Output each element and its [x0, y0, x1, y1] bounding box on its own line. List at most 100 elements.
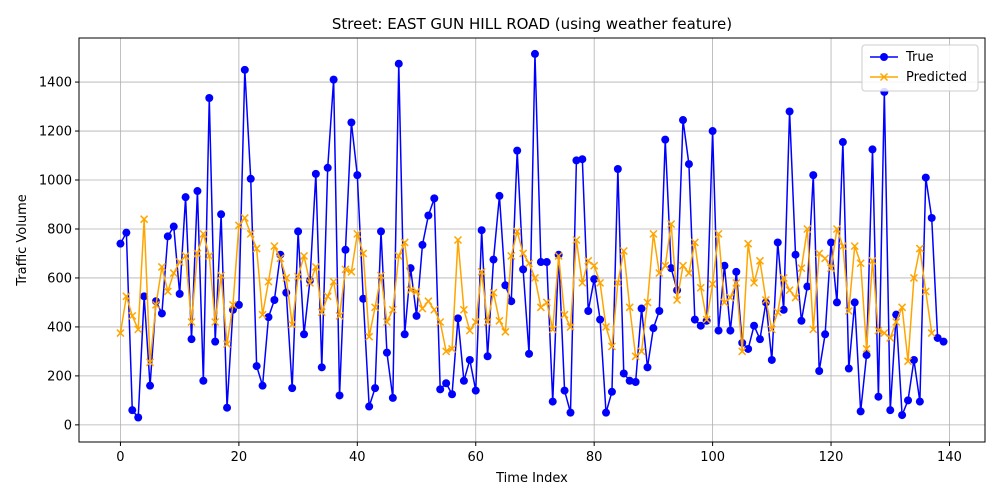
data-point-predicted: [560, 310, 569, 319]
data-point-predicted: [738, 347, 747, 356]
x-tick-label: 140: [937, 450, 962, 465]
data-point-true: [904, 396, 913, 405]
data-point-predicted: [572, 235, 581, 245]
data-point-predicted: [252, 244, 261, 253]
x-tick-label: 80: [586, 450, 603, 465]
data-point-predicted: [862, 344, 871, 353]
data-point-true: [412, 311, 421, 320]
x-tick-label: 20: [231, 450, 248, 465]
y-axis-label: Traffic Volume: [15, 194, 30, 287]
data-point-predicted: [596, 278, 605, 287]
data-point-true: [157, 309, 166, 318]
data-point-predicted: [240, 213, 249, 222]
data-point-predicted: [726, 293, 735, 302]
series-layer: [116, 49, 948, 422]
data-point-true: [684, 160, 693, 169]
data-point-predicted: [436, 317, 445, 327]
data-point-predicted: [868, 256, 877, 265]
data-point-true: [578, 155, 587, 164]
y-tick-label: 0: [64, 418, 72, 433]
y-tick-label: 600: [47, 271, 72, 286]
data-point-predicted: [601, 322, 611, 331]
data-point-true: [815, 366, 824, 375]
data-point-true: [720, 261, 729, 270]
data-point-predicted: [418, 304, 427, 313]
data-point-true: [690, 315, 699, 324]
data-point-predicted: [684, 269, 693, 278]
data-point-predicted: [821, 254, 830, 263]
data-point-true: [270, 295, 279, 304]
data-point-predicted: [844, 306, 853, 316]
data-point-true: [193, 187, 202, 196]
data-point-true: [525, 349, 534, 358]
data-point-predicted: [430, 305, 439, 314]
data-point-true: [134, 413, 143, 422]
data-point-predicted: [128, 311, 137, 320]
data-point-true: [122, 228, 131, 237]
data-point-true: [234, 300, 243, 309]
data-point-true: [329, 75, 338, 84]
data-point-true: [542, 258, 551, 267]
data-point-predicted: [223, 340, 232, 349]
data-point-predicted: [471, 317, 480, 327]
data-point-true: [264, 313, 273, 322]
data-point-true: [453, 314, 462, 323]
data-point-true: [779, 305, 788, 314]
data-point-predicted: [270, 242, 279, 251]
data-point-true: [844, 364, 853, 373]
data-point-predicted: [607, 342, 616, 351]
data-point-true: [874, 392, 883, 401]
y-tick-label: 1200: [39, 125, 72, 140]
data-point-true: [489, 255, 498, 264]
data-point-true: [832, 298, 841, 307]
legend-marker-predicted: [879, 72, 889, 82]
data-point-predicted: [519, 249, 528, 258]
data-point-true: [353, 171, 362, 180]
data-point-true: [418, 240, 427, 249]
ticks: 0 20 40 60 80 100 120 1400200400600800100012001…: [39, 76, 962, 465]
y-tick-label: 800: [47, 222, 72, 237]
data-point-true: [915, 397, 924, 406]
x-tick-label: 40: [349, 450, 366, 465]
plot-frame: [78, 37, 986, 443]
data-point-predicted: [140, 215, 149, 224]
data-point-true: [744, 344, 753, 353]
data-point-true: [939, 337, 948, 346]
data-point-predicted: [365, 332, 374, 341]
data-point-predicted: [898, 303, 907, 312]
data-point-predicted: [530, 273, 539, 282]
data-point-predicted: [217, 271, 226, 280]
data-point-true: [773, 238, 782, 247]
data-point-predicted: [246, 229, 255, 238]
data-point-true: [258, 381, 267, 390]
data-point-predicted: [507, 251, 516, 260]
data-point-true: [596, 315, 605, 324]
data-point-predicted: [199, 229, 208, 238]
data-point-predicted: [299, 251, 309, 260]
data-point-predicted: [785, 286, 794, 295]
series-predicted: [116, 213, 936, 367]
chart-title: Street: EAST GUN HILL ROAD (using weathe…: [332, 15, 732, 33]
x-tick-label: 120: [819, 450, 844, 465]
data-point-predicted: [667, 220, 676, 229]
data-point-true: [602, 408, 611, 417]
series-true: [116, 49, 948, 422]
data-point-true: [430, 194, 439, 203]
data-point-true: [116, 239, 125, 248]
data-point-predicted: [347, 267, 356, 276]
data-point-predicted: [311, 262, 320, 271]
data-point-predicted: [501, 327, 510, 336]
data-point-true: [755, 335, 764, 344]
data-point-true: [631, 378, 640, 387]
data-point-predicted: [163, 287, 172, 296]
data-point-predicted: [886, 333, 895, 342]
data-point-true: [838, 138, 847, 147]
data-point-true: [465, 355, 474, 364]
y-tick-label: 1000: [39, 174, 72, 189]
data-point-true: [750, 321, 759, 330]
data-point-true: [566, 408, 575, 417]
data-point-predicted: [856, 259, 865, 268]
data-point-predicted: [797, 264, 806, 273]
data-point-predicted: [353, 229, 362, 238]
data-point-predicted: [329, 277, 338, 286]
